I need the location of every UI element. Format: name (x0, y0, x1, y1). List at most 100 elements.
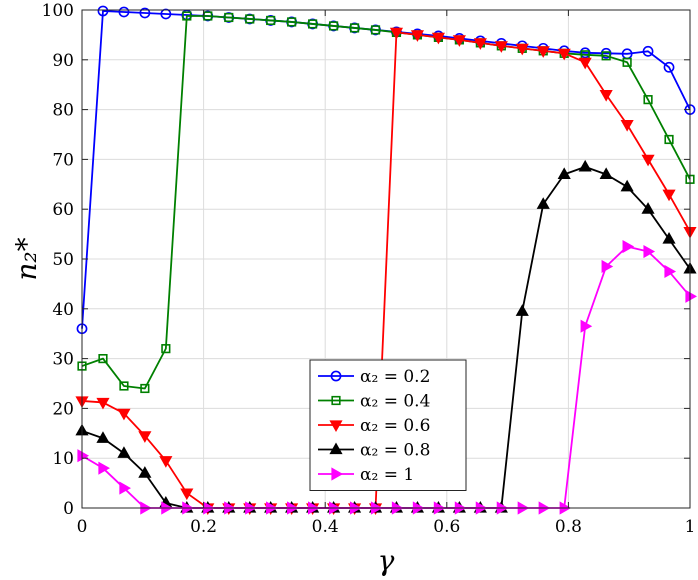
data-point (97, 5, 109, 17)
data-point (622, 239, 635, 254)
data-point (96, 397, 110, 410)
legend-marker (331, 467, 344, 481)
legend-marker (331, 395, 341, 406)
x-tick-label: 0.4 (312, 517, 339, 537)
x-tick-label: 0.8 (555, 517, 582, 537)
data-point (370, 25, 381, 35)
legend-marker (330, 370, 342, 382)
data-point (515, 43, 529, 56)
y-tick-label: 80 (52, 101, 74, 121)
data-point (77, 449, 90, 463)
legend-marker (329, 420, 343, 433)
data-point (663, 61, 675, 73)
data-point (410, 30, 425, 42)
x-tick-label: 0.6 (433, 517, 460, 537)
legend-marker (329, 442, 343, 455)
data-point (622, 57, 632, 67)
data-point (662, 232, 676, 244)
data-point (599, 90, 613, 102)
data-point (431, 32, 445, 45)
legend-label: α₂ = 1 (360, 465, 414, 485)
data-point (643, 244, 656, 259)
data-point (536, 46, 550, 58)
data-point (641, 202, 655, 214)
y-tick-label: 90 (52, 51, 74, 71)
y-tick-label: 20 (52, 399, 74, 419)
y-tick-labels: 0 10 20 30 40 50 60 70 80 90 100 (42, 1, 74, 519)
y-tick-label: 50 (52, 250, 74, 270)
data-point (601, 51, 611, 61)
y-tick-label: 40 (52, 300, 74, 320)
data-point (119, 481, 131, 495)
data-point (266, 15, 276, 26)
series-line (81, 15, 691, 390)
legend-item: α₂ = 1 (318, 465, 414, 485)
axis-ticks (81, 9, 691, 509)
legend-label: α₂ = 0.2 (360, 367, 430, 387)
data-point (182, 11, 192, 21)
data-point (685, 289, 698, 303)
data-point (494, 41, 508, 53)
x-tick-label: 1 (685, 517, 696, 537)
y-tick-label: 60 (52, 200, 74, 220)
data-point (139, 7, 151, 19)
data-point (118, 6, 130, 18)
x-tick-labels: 0 0.2 0.4 0.6 0.8 1 (77, 517, 696, 537)
data-point (140, 383, 150, 394)
data-point (599, 167, 613, 179)
data-point (642, 45, 654, 57)
data-point (557, 48, 571, 61)
data-point (620, 119, 634, 132)
data-point (349, 23, 360, 33)
data-point (160, 8, 172, 20)
data-point (620, 179, 634, 192)
data-point (328, 21, 339, 31)
legend-item: α₂ = 0.6 (318, 416, 430, 436)
data-point (664, 134, 674, 145)
data-point (643, 95, 653, 105)
data-point (119, 381, 129, 391)
data-point (578, 57, 592, 70)
data-point (557, 167, 571, 179)
data-point (138, 431, 152, 443)
data-point (308, 19, 318, 29)
data-point (287, 17, 297, 27)
data-point (536, 197, 550, 209)
data-point (473, 38, 487, 50)
data-point (515, 304, 529, 316)
data-point (389, 27, 404, 40)
data-point (224, 12, 234, 23)
data-point (452, 35, 466, 47)
data-point (662, 189, 676, 202)
data-point (138, 466, 152, 478)
data-point (601, 259, 614, 274)
data-point (98, 353, 108, 364)
data-point (641, 154, 655, 167)
data-point (96, 431, 110, 443)
series-line (81, 31, 691, 509)
y-tick-label: 10 (52, 449, 74, 469)
legend-item: α₂ = 0.8 (318, 441, 430, 461)
data-point (578, 159, 592, 172)
data-point (580, 319, 593, 333)
y-axis-label: n₂* (10, 237, 43, 280)
legend-label: α₂ = 0.4 (360, 392, 430, 412)
data-point (117, 446, 131, 458)
data-point (159, 456, 173, 468)
x-tick-label: 0.2 (190, 517, 217, 537)
legend: α₂ = 0.2 α₂ = 0.4 α₂ = 0.6 α₂ = 0.8 α₂ = 1 (309, 359, 467, 491)
y-tick-label: 30 (52, 350, 74, 370)
data-point (117, 408, 131, 421)
data-point (98, 461, 111, 475)
series-2 (77, 11, 695, 394)
y-tick-label: 100 (42, 1, 74, 21)
legend-label: α₂ = 0.8 (360, 441, 430, 461)
data-point (664, 264, 677, 279)
data-point (161, 344, 171, 354)
x-axis-label: γ (378, 544, 395, 577)
y-tick-label: 0 (63, 499, 74, 519)
y-tick-label: 70 (52, 150, 74, 170)
data-point (245, 14, 255, 24)
legend-label: α₂ = 0.6 (360, 416, 430, 436)
